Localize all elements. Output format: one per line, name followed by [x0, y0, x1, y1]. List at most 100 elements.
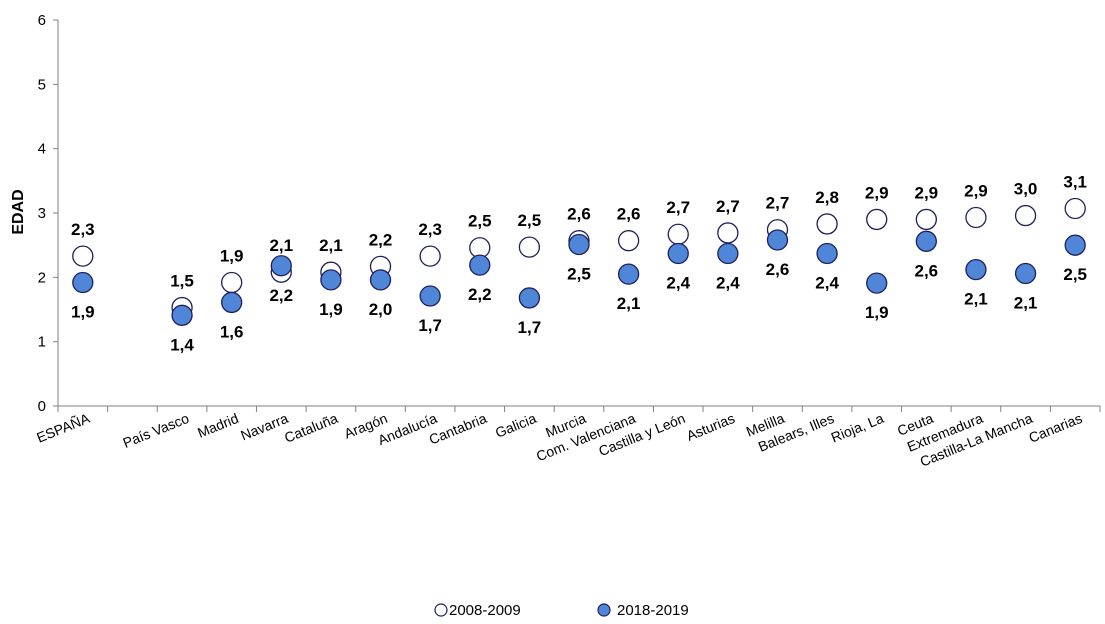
data-point-2018-2019 — [816, 242, 838, 265]
data-label-2018-2019: 1,4 — [170, 335, 194, 354]
data-point-2018-2019 — [568, 233, 590, 256]
data-label-2018-2019: 1,9 — [319, 300, 343, 319]
data-point-2008-2009 — [1064, 197, 1086, 220]
x-tick-label: País Vasco — [120, 410, 191, 451]
y-axis-ticks: 0 1 2 3 4 5 6 — [38, 12, 58, 415]
data-label-2008-2009: 1,9 — [220, 246, 244, 265]
data-point-2018-2019 — [965, 258, 987, 281]
data-label-2008-2009: 2,1 — [269, 236, 293, 255]
data-label-2018-2019: 1,7 — [418, 316, 442, 335]
legend-label-2008-2009: 2008-2009 — [449, 602, 521, 619]
data-label-2018-2019: 2,2 — [468, 285, 492, 304]
data-point-2018-2019 — [72, 271, 94, 294]
data-label-2008-2009: 1,5 — [170, 272, 194, 291]
data-point-2018-2019 — [419, 285, 441, 307]
x-tick-label: Navarra — [238, 410, 290, 444]
x-tick-label: Cantabria — [427, 410, 489, 448]
data-point-2008-2009 — [72, 245, 94, 267]
data-point-2018-2019 — [518, 287, 541, 309]
data-point-2018-2019 — [1014, 262, 1037, 285]
y-tick-label: 2 — [38, 269, 46, 286]
data-point-2008-2009 — [866, 208, 888, 231]
data-point-2008-2009 — [965, 206, 987, 229]
x-tick-label: Madrid — [195, 410, 241, 441]
data-label-2018-2019: 1,9 — [71, 302, 95, 321]
data-point-2008-2009 — [221, 271, 243, 294]
data-point-2008-2009 — [717, 222, 739, 244]
data-label-2008-2009: 2,5 — [518, 211, 542, 230]
data-label-2008-2009: 2,9 — [915, 183, 939, 202]
x-tick-label: Galicia — [493, 410, 539, 441]
y-tick-label: 6 — [38, 12, 46, 29]
data-label-2008-2009: 2,9 — [865, 183, 889, 202]
data-label-2008-2009: 2,7 — [716, 197, 740, 216]
data-label-2018-2019: 2,0 — [369, 300, 393, 319]
x-tick-label: ESPAÑA — [34, 410, 92, 446]
data-label-2008-2009: 2,7 — [766, 194, 790, 213]
data-label-2018-2019: 2,5 — [1063, 265, 1087, 284]
data-label-2008-2009: 2,6 — [617, 205, 641, 224]
data-point-2018-2019 — [617, 263, 640, 285]
legend-label-2018-2019: 2018-2019 — [617, 602, 689, 619]
x-tick-label: Canarias — [1026, 410, 1084, 446]
data-point-2018-2019 — [915, 230, 937, 252]
data-point-2018-2019 — [717, 242, 739, 265]
data-label-2018-2019: 2,1 — [1014, 293, 1038, 312]
data-point-2008-2009 — [816, 213, 838, 235]
x-tick-label: Cataluña — [282, 410, 340, 446]
data-label-2008-2009: 2,5 — [468, 212, 492, 231]
data-label-2018-2019: 2,1 — [617, 294, 641, 313]
data-label-2008-2009: 2,7 — [666, 198, 690, 217]
data-point-2018-2019 — [667, 242, 689, 265]
data-points — [72, 197, 1086, 326]
x-tick-label: Asturias — [684, 410, 737, 444]
data-label-2018-2019: 2,6 — [766, 260, 790, 279]
data-point-2018-2019 — [369, 269, 392, 291]
data-label-2018-2019: 1,6 — [220, 322, 244, 341]
data-label-2018-2019: 1,9 — [865, 303, 889, 322]
data-point-2018-2019 — [171, 304, 193, 326]
data-label-2018-2019: 2,4 — [716, 274, 740, 293]
y-tick-label: 4 — [38, 141, 46, 158]
data-label-2008-2009: 3,1 — [1063, 172, 1087, 191]
y-tick-label: 3 — [38, 205, 46, 222]
data-label-2018-2019: 2,1 — [964, 290, 988, 309]
data-label-2008-2009: 2,8 — [815, 188, 839, 207]
x-tick-label: Rioja, La — [829, 410, 886, 446]
data-label-2008-2009: 2,1 — [319, 236, 343, 255]
data-label-2018-2019: 1,7 — [518, 318, 542, 337]
y-tick-label: 1 — [38, 334, 46, 351]
data-point-2018-2019 — [1064, 234, 1086, 256]
data-label-2018-2019: 2,4 — [666, 274, 690, 293]
legend-marker-2008-2009 — [434, 603, 448, 617]
legend-marker-2018-2019 — [597, 603, 611, 617]
y-axis-label: EDAD — [10, 189, 27, 234]
data-label-2008-2009: 2,3 — [418, 220, 442, 239]
data-point-2018-2019 — [866, 272, 888, 294]
data-point-2008-2009 — [1014, 204, 1037, 227]
data-label-2018-2019: 2,2 — [269, 286, 293, 305]
data-point-2008-2009 — [667, 223, 689, 245]
data-point-2018-2019 — [221, 291, 243, 314]
data-labels: 2,3 1,5 1,9 2,1 2,1 2,2 2,3 2,5 2,5 2,6 2,6 2,7 2,7 2… — [71, 172, 1087, 354]
data-point-2008-2009 — [419, 245, 441, 267]
data-label-2018-2019: 2,6 — [915, 261, 939, 280]
legend: 2008-2009 2018-2019 — [434, 602, 689, 619]
data-point-2008-2009 — [915, 208, 937, 231]
data-label-2018-2019: 2,5 — [567, 265, 591, 284]
data-point-2018-2019 — [270, 255, 292, 277]
data-point-2018-2019 — [320, 269, 342, 291]
data-point-2018-2019 — [469, 254, 491, 276]
data-label-2008-2009: 2,6 — [567, 205, 591, 224]
y-tick-label: 0 — [38, 398, 46, 415]
data-point-2008-2009 — [617, 230, 640, 252]
data-label-2018-2019: 2,4 — [815, 274, 839, 293]
data-label-2008-2009: 3,0 — [1014, 180, 1038, 199]
y-tick-label: 5 — [38, 76, 46, 93]
data-point-2008-2009 — [518, 236, 541, 258]
data-label-2008-2009: 2,3 — [71, 220, 95, 239]
data-label-2008-2009: 2,2 — [369, 230, 393, 249]
data-point-2018-2019 — [766, 229, 789, 251]
